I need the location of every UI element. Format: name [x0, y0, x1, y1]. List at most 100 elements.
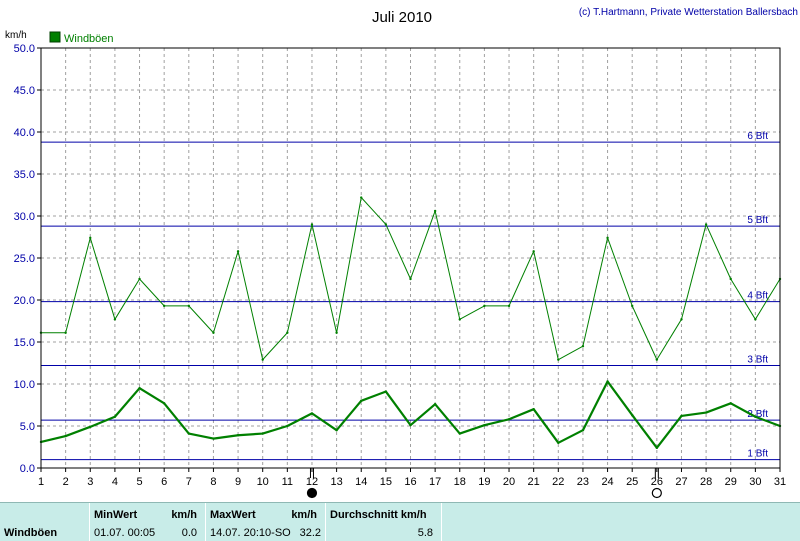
data-point — [89, 236, 92, 240]
data-point — [433, 402, 437, 406]
y-tick-label: 20.0 — [14, 295, 35, 307]
data-point — [507, 418, 511, 421]
series-lines — [39, 196, 782, 450]
x-tick-label: 9 — [235, 476, 241, 488]
data-point — [310, 412, 314, 415]
y-tick-label: 10.0 — [14, 379, 35, 391]
min-unit: km/h — [171, 509, 197, 521]
beaufort-label: 2 Bft — [747, 409, 768, 420]
stats-avg-cell: Durchschnitt km/h 5.8 — [326, 503, 442, 541]
data-point — [581, 429, 585, 432]
data-point — [286, 331, 289, 334]
x-tick-label: 26 — [651, 476, 663, 488]
data-point — [236, 434, 240, 437]
data-point — [729, 402, 732, 405]
data-point — [64, 434, 67, 438]
stats-min-cell: MinWert km/h 01.07. 00:05 0.0 — [90, 503, 206, 541]
data-point — [113, 318, 117, 321]
data-point — [655, 446, 659, 450]
credit-text: (c) T.Hartmann, Private Wetterstation Ba… — [579, 7, 798, 18]
day-markers — [306, 468, 662, 499]
x-tick-label: 24 — [601, 476, 613, 488]
x-tick-label: 19 — [478, 476, 490, 488]
data-point — [335, 331, 338, 334]
data-point — [433, 209, 437, 213]
x-tick-label: 1 — [38, 476, 44, 488]
data-point — [680, 318, 683, 321]
data-point — [458, 432, 461, 435]
beaufort-label: 6 Bft — [747, 131, 768, 142]
data-point — [704, 223, 708, 226]
data-point — [581, 345, 585, 348]
axis-ticks: 0.0 5.0 10.0 15.0 20.0 25.0 30.0 35.0 40.0 45.0 50… — [14, 43, 787, 488]
data-point — [236, 250, 240, 253]
stats-bar: Windböen MinWert km/h 01.07. 00:05 0.0 M… — [0, 502, 800, 541]
data-point — [360, 196, 363, 199]
x-tick-label: 6 — [161, 476, 167, 488]
data-point — [655, 358, 659, 361]
data-point — [483, 304, 486, 308]
data-point — [483, 423, 486, 427]
data-point — [557, 441, 560, 444]
data-point — [754, 415, 757, 418]
data-point — [606, 380, 609, 383]
data-point — [187, 304, 190, 308]
data-point — [335, 429, 338, 432]
data-point — [138, 387, 141, 390]
data-point — [360, 399, 363, 402]
min-time: 01.07. 00:05 — [94, 527, 156, 539]
y-tick-label: 25.0 — [14, 253, 35, 265]
data-point — [680, 414, 683, 418]
y-tick-label: 45.0 — [14, 85, 35, 97]
x-tick-label: 4 — [112, 476, 118, 488]
x-tick-label: 2 — [63, 476, 69, 488]
avg-value: 5.8 — [417, 527, 433, 539]
beaufort-label: 3 Bft — [747, 355, 768, 366]
data-point — [138, 277, 141, 281]
data-point — [409, 277, 412, 281]
x-tick-label: 27 — [675, 476, 687, 488]
x-tick-label: 20 — [503, 476, 515, 488]
data-point — [606, 236, 609, 240]
avg-header: Durchschnitt km/h — [330, 509, 427, 521]
data-point — [729, 277, 732, 281]
x-tick-label: 25 — [626, 476, 638, 488]
x-tick-label: 15 — [380, 476, 392, 488]
data-point — [310, 223, 314, 226]
x-tick-label: 29 — [725, 476, 737, 488]
data-point — [631, 304, 634, 308]
y-tick-label: 15.0 — [14, 337, 35, 349]
data-point — [384, 223, 388, 226]
data-point — [532, 408, 535, 411]
data-point — [631, 413, 634, 417]
data-point — [532, 250, 535, 253]
y-tick-label: 30.0 — [14, 211, 35, 223]
stats-series-label: Windböen — [4, 527, 58, 539]
max-header: MaxWert — [210, 509, 256, 521]
min-value: 0.0 — [181, 527, 197, 539]
x-tick-label: 21 — [528, 476, 540, 488]
x-tick-label: 22 — [552, 476, 564, 488]
min-header: MinWert — [94, 509, 138, 521]
x-tick-label: 12 — [306, 476, 318, 488]
data-point — [458, 318, 461, 321]
x-tick-label: 13 — [330, 476, 342, 488]
data-point — [64, 331, 67, 334]
x-tick-label: 7 — [186, 476, 192, 488]
data-point — [212, 437, 215, 440]
data-point — [162, 304, 166, 308]
data-point — [89, 425, 92, 429]
y-tick-label: 0.0 — [20, 463, 35, 475]
y-tick-label: 35.0 — [14, 169, 35, 181]
x-tick-label: 28 — [700, 476, 712, 488]
y-tick-label: 50.0 — [14, 43, 35, 55]
data-point — [162, 402, 166, 405]
data-point — [507, 304, 511, 308]
x-tick-label: 16 — [404, 476, 416, 488]
legend-swatch — [49, 31, 61, 43]
data-point — [384, 390, 388, 393]
data-point — [409, 423, 412, 427]
x-tick-label: 14 — [355, 476, 367, 488]
beaufort-label: 5 Bft — [747, 215, 768, 226]
grid — [41, 48, 780, 468]
